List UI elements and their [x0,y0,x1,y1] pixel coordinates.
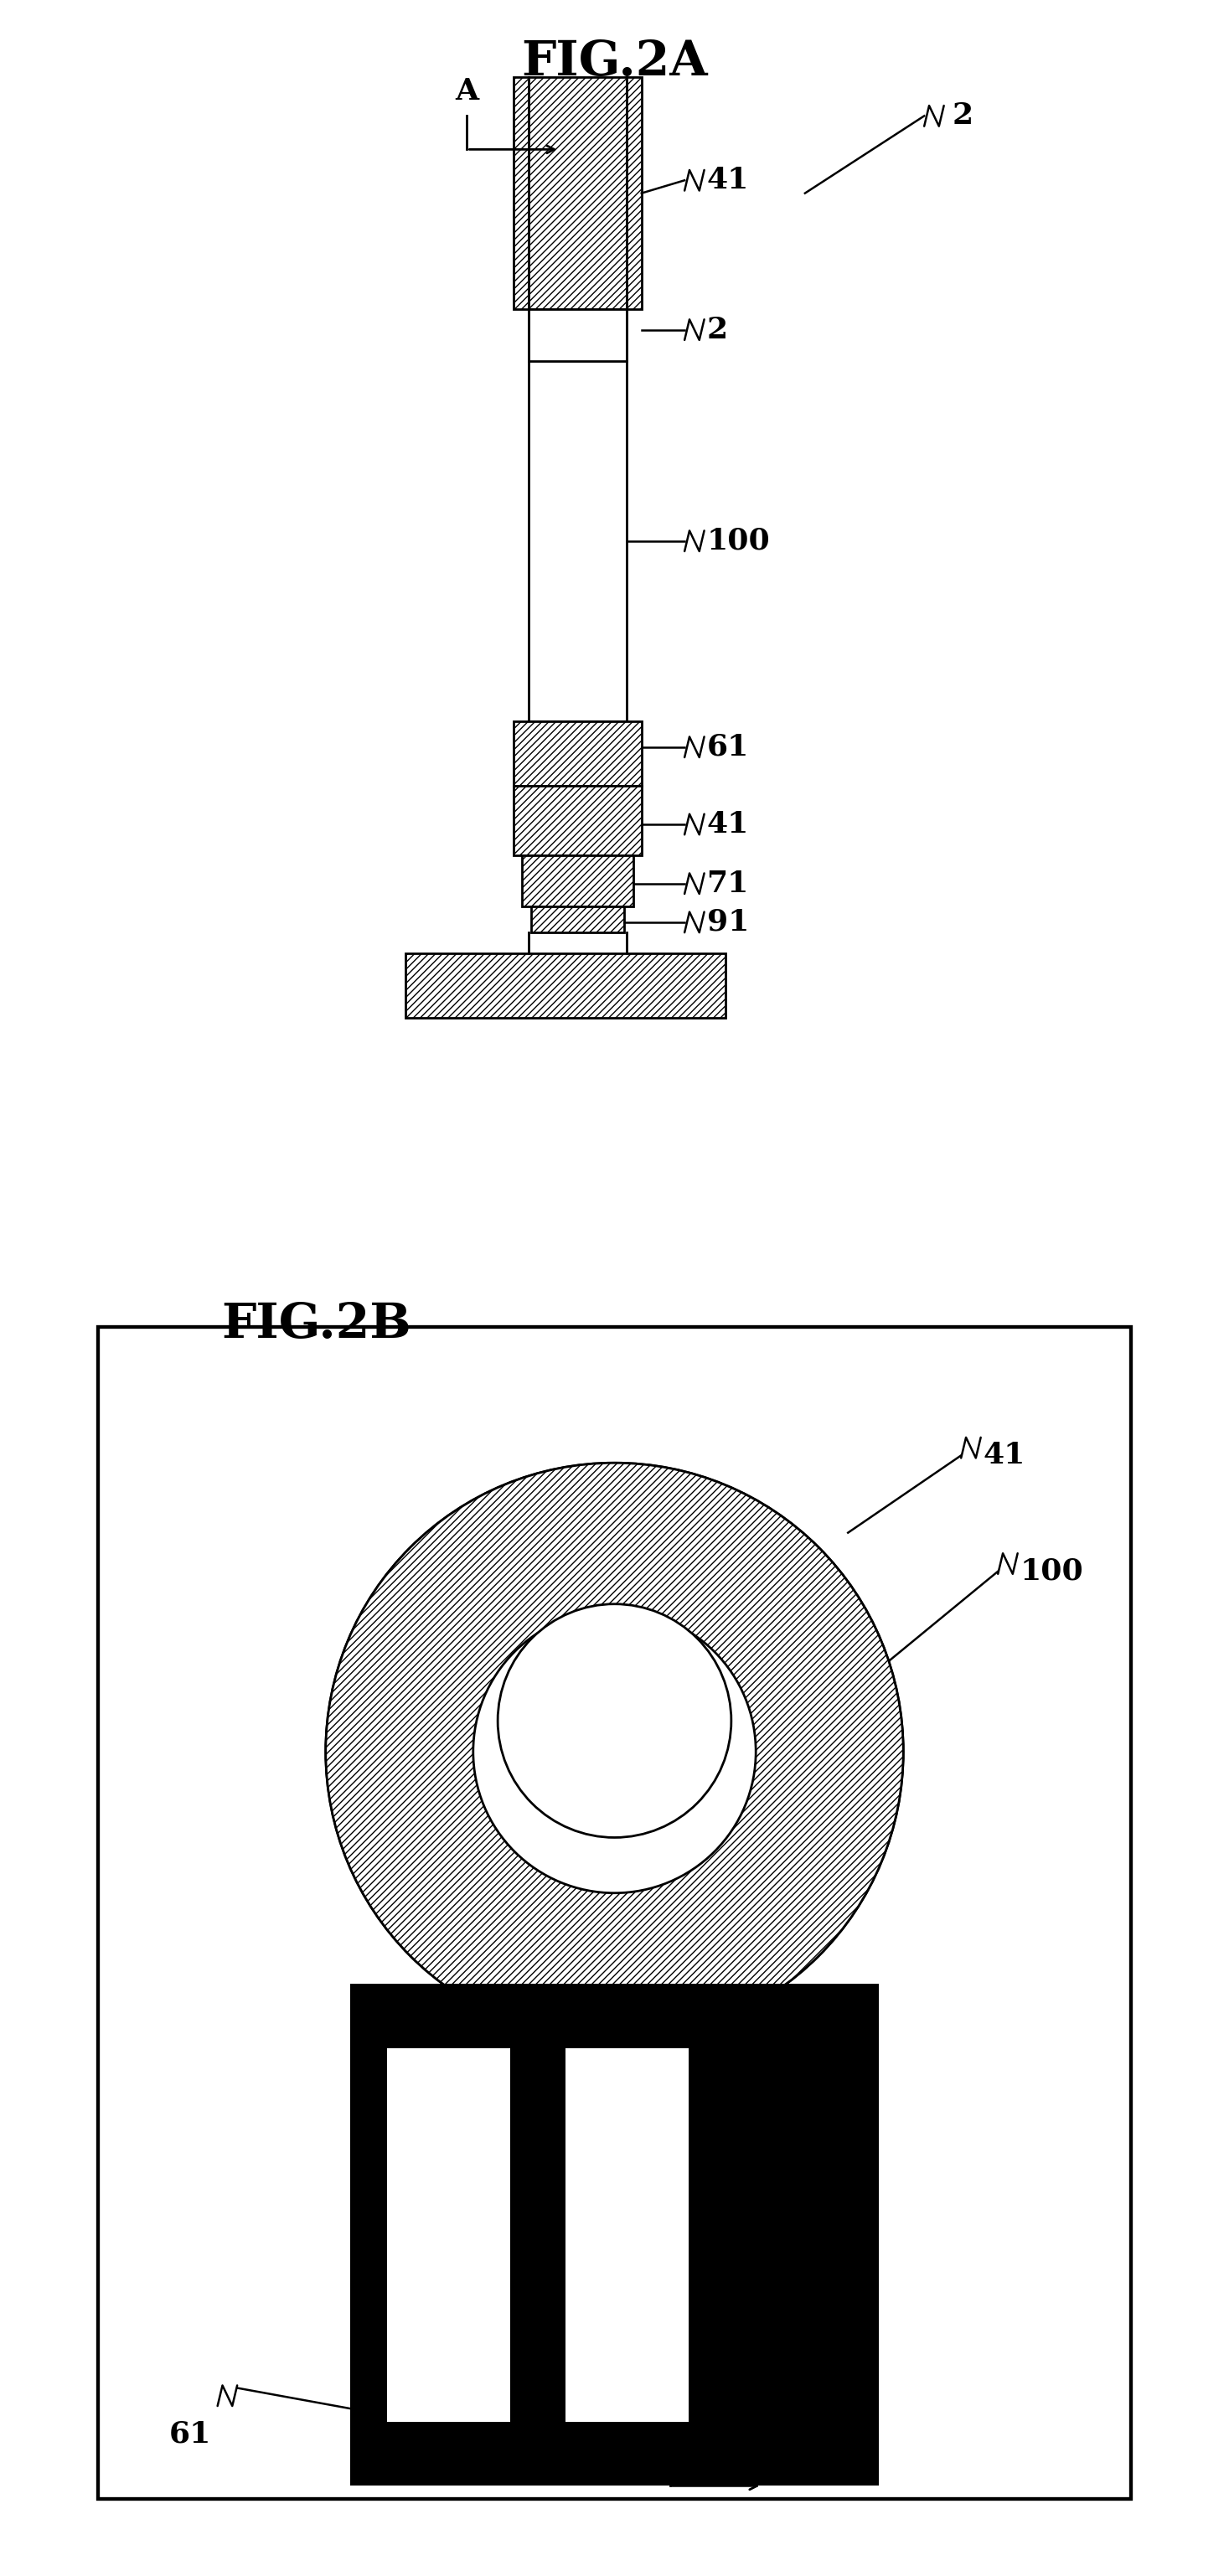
Text: A: A [455,77,479,106]
Text: A: A [658,2416,682,2445]
Text: 71: 71 [707,868,748,899]
Text: FIG.2A: FIG.2A [521,39,708,85]
Ellipse shape [473,1610,756,1893]
Bar [406,953,725,1018]
Bar [565,2048,688,2421]
Bar [387,2048,510,2421]
Bar [522,855,633,907]
Bar [98,1327,1131,2499]
Text: 61: 61 [170,2419,211,2450]
Bar [528,309,627,361]
Ellipse shape [498,1605,731,1837]
Ellipse shape [473,1610,756,1893]
Bar [387,2048,510,2421]
Ellipse shape [326,1463,903,2040]
Text: 2: 2 [952,100,973,131]
Text: 41: 41 [707,165,748,196]
Text: 41: 41 [707,809,748,840]
Bar [514,77,642,309]
Ellipse shape [498,1605,731,1837]
Text: 2: 2 [707,314,728,345]
Text: FIG.2B: FIG.2B [221,1301,412,1347]
Text: 41: 41 [983,1440,1025,1471]
Ellipse shape [326,1463,903,2040]
Bar [514,786,642,855]
Bar [98,1327,1131,2499]
Bar [350,1984,879,2486]
Bar [514,721,642,786]
Bar [531,907,624,933]
Text: 91: 91 [707,907,748,938]
Bar [565,2048,688,2421]
Bar [528,361,627,721]
Text: 100: 100 [1020,1556,1084,1587]
Bar [350,1984,879,2486]
Text: 61: 61 [707,732,748,762]
Text: 71: 71 [452,2452,494,2483]
Text: 100: 100 [707,526,771,556]
